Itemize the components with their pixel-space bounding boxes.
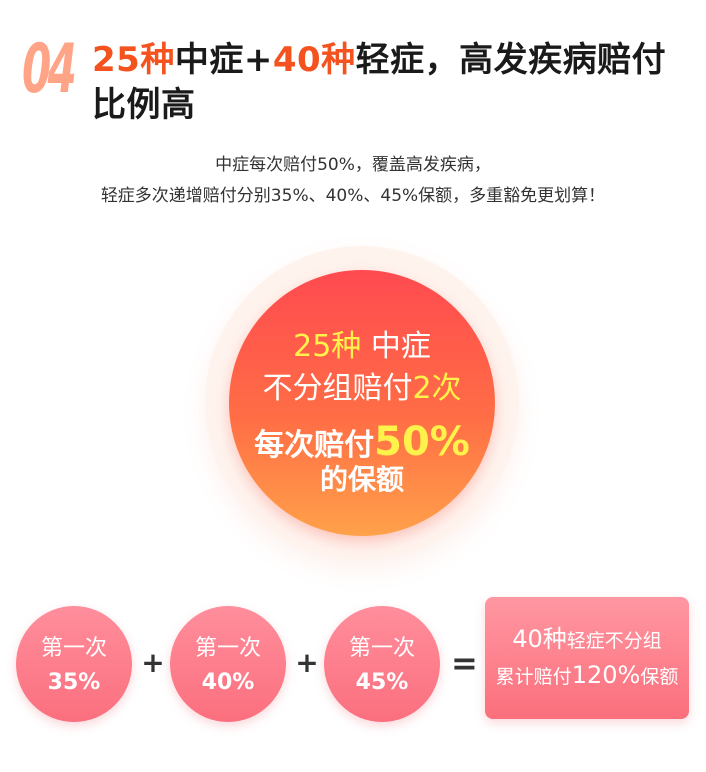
big-circle-each-text: 每次赔付 (254, 428, 375, 463)
headline-moderate-label: 中症+ (174, 40, 273, 80)
stage-label: 第一次 (40, 636, 107, 661)
stage-circle-1: 第一次 35% (16, 606, 132, 722)
description-line-1: 中症每次赔付50%，覆盖高发疾病， (215, 155, 491, 175)
stage-percent: 45% (355, 670, 409, 695)
big-circle-line-2: 不分组赔付2次 (229, 374, 495, 404)
big-circle-percent: 50% (374, 419, 470, 465)
stage-percent: 35% (47, 670, 101, 695)
headline: 25种中症+40种轻症，高发疾病赔付比例高 (92, 38, 692, 128)
result-line-1: 40种轻症不分组 (485, 627, 689, 651)
big-circle-line-4: 的保额 (319, 463, 404, 496)
stage-label: 第一次 (194, 636, 261, 661)
stage-percent: 40% (201, 670, 255, 695)
big-circle-type: 中症 (361, 329, 431, 364)
big-circle-count: 25种 (293, 329, 362, 364)
result-line-2: 累计赔付120%保额 (485, 663, 689, 687)
result-percent: 120% (571, 661, 641, 689)
description-line-2: 轻症多次递增赔付分别35%、40%、45%保额，多重豁免更划算！ (100, 186, 606, 206)
section-number: 04 (22, 30, 77, 109)
plus-sign: + (141, 646, 165, 679)
equals-sign: = (451, 644, 478, 682)
stage-circle-2: 第一次 40% (170, 606, 286, 722)
result-coverage-text: 保额 (640, 666, 679, 688)
plus-sign: + (295, 646, 319, 679)
stage-circle-3: 第一次 45% (324, 606, 440, 722)
stage-label: 第一次 (348, 636, 415, 661)
headline-count-mild: 40种 (272, 40, 356, 80)
headline-count-moderate: 25种 (92, 40, 175, 80)
big-circle-line-3: 每次赔付50% (229, 422, 495, 462)
big-circle-times: 2次 (412, 371, 462, 406)
big-circle-payout-text: 不分组赔付 (262, 371, 413, 406)
mild-illness-result-box: 40种轻症不分组 累计赔付120%保额 (485, 597, 689, 719)
result-cumulative-text: 累计赔付 (495, 666, 572, 688)
moderate-illness-circle: 25种 中症 不分组赔付2次 每次赔付50% 的保额 (229, 270, 495, 536)
description: 中症每次赔付50%，覆盖高发疾病， 轻症多次递增赔付分别35%、40%、45%保… (0, 150, 706, 212)
headline-mild-label: 轻症，高发疾病赔付比例高 (92, 40, 667, 125)
big-circle-line-1: 25种 中症 (229, 332, 495, 362)
result-type: 轻症不分组 (566, 630, 662, 652)
result-count: 40种 (512, 625, 567, 653)
